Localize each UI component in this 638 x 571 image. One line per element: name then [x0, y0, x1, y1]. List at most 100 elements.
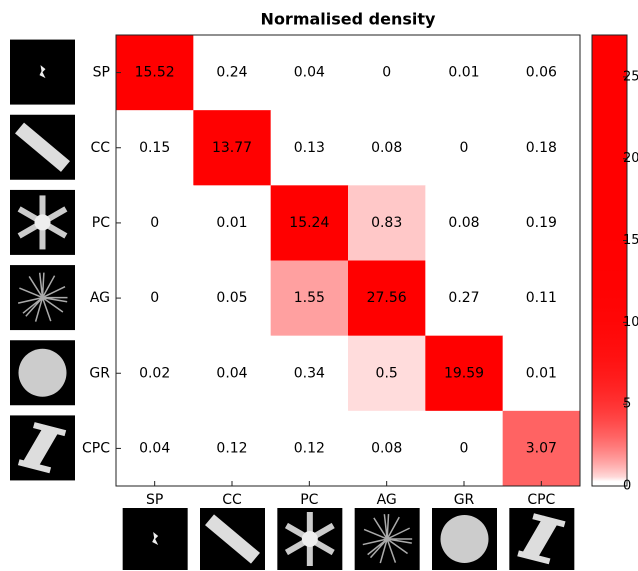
cell-label: 0.34	[294, 365, 325, 381]
x-tick-label: AG	[377, 492, 397, 508]
thumbnail	[10, 114, 75, 180]
thumbnail	[509, 508, 575, 570]
heatmap-cell	[502, 110, 581, 186]
thumb-shape	[34, 214, 51, 231]
chart-title: Normalised density	[261, 10, 436, 29]
thumbnail	[200, 508, 265, 570]
heatmap-cell	[193, 260, 272, 337]
thumb-shape	[39, 65, 46, 79]
y-tick-label: CPC	[82, 440, 110, 456]
thumb-shape	[15, 122, 70, 172]
thumbnail	[432, 508, 497, 570]
cell-label: 15.24	[289, 215, 329, 231]
heatmap-cell	[116, 335, 194, 412]
cell-label: 0.11	[526, 290, 557, 306]
x-tick-label: PC	[300, 492, 318, 508]
thumb-shape	[517, 513, 566, 565]
cell-label: 0	[460, 440, 469, 456]
cell-label: 0.01	[526, 365, 557, 381]
cell-label: 0.24	[216, 65, 247, 81]
heatmap-cell	[270, 110, 349, 186]
cell-label: 0.05	[216, 290, 247, 306]
heatmap-cell	[270, 185, 349, 261]
heatmap-cell	[502, 35, 581, 111]
heatmap-cell	[348, 185, 426, 261]
cell-label: 0.08	[371, 440, 402, 456]
cell-label: 0	[150, 215, 159, 231]
heatmap-cell	[193, 335, 272, 412]
heatmap-cell	[502, 410, 581, 487]
colorbar	[591, 34, 628, 487]
thumb-shape	[39, 222, 46, 250]
heatmap-cell	[193, 110, 272, 186]
cell-label: 0.19	[526, 215, 557, 231]
colorbar-tick-label: 20	[623, 151, 638, 166]
cell-label: 0.04	[139, 440, 170, 456]
cell-label: 0.15	[139, 140, 170, 156]
heatmap-cell	[502, 260, 581, 337]
heatmap-cell	[425, 35, 504, 111]
heatmap-cell	[348, 335, 426, 412]
thumbnail	[10, 340, 75, 406]
cell-label: 0.08	[448, 215, 479, 231]
colorbar-tick-label: 25	[623, 69, 638, 84]
thumbnail	[10, 415, 75, 481]
cell-label: 0.12	[294, 440, 325, 456]
heatmap-cell	[270, 410, 349, 487]
thumbnail	[277, 508, 343, 570]
heatmap-cell	[116, 410, 194, 487]
thumbnail	[10, 39, 75, 105]
cell-label: 19.59	[444, 365, 484, 381]
cell-label: 15.52	[135, 65, 175, 81]
heatmap-cell	[425, 335, 504, 412]
cell-label: 0.01	[448, 65, 479, 81]
y-tick-label: GR	[89, 365, 110, 381]
thumb-shape	[301, 531, 318, 547]
heatmap-cell	[116, 35, 194, 111]
thumb-shape	[205, 514, 260, 564]
thumbnail	[122, 508, 188, 570]
colorbar-tick-label: 15	[623, 233, 638, 248]
cell-label: 0.83	[371, 215, 402, 231]
cell-label: 0	[460, 140, 469, 156]
cell-label: 0.08	[371, 140, 402, 156]
heatmap-cell	[348, 260, 426, 337]
heatmap-cell	[116, 260, 194, 337]
cell-label: 0	[150, 290, 159, 306]
thumb-shape	[39, 195, 46, 223]
heatmap-cell	[116, 110, 194, 186]
cell-label: 0.06	[526, 65, 557, 81]
heatmap-cell	[193, 410, 272, 487]
cell-label: 0.04	[294, 65, 325, 81]
thumbnail	[10, 189, 75, 255]
cell-label: 0.04	[216, 365, 247, 381]
cell-label: 0.18	[526, 140, 557, 156]
heatmap-cell	[348, 410, 426, 487]
thumb-shape	[440, 515, 489, 563]
thumb-shape	[18, 348, 67, 397]
heatmap-cell	[193, 185, 272, 261]
x-tick-label: SP	[146, 492, 163, 508]
heatmap-cell	[270, 35, 349, 111]
cell-label: 0.12	[216, 440, 247, 456]
thumb-shape	[362, 513, 413, 564]
y-tick-label: PC	[92, 215, 110, 231]
heatmap-cell	[116, 185, 194, 261]
y-tick-label: AG	[90, 290, 110, 306]
thumbnail	[354, 508, 420, 570]
heatmap-cell	[425, 185, 504, 261]
x-tick-label: CPC	[527, 492, 555, 508]
cell-label: 0	[382, 65, 391, 81]
heatmap-cell	[502, 335, 581, 412]
colorbar-tick-label: 5	[623, 397, 631, 412]
heatmap-cell	[425, 410, 504, 487]
colorbar-tick-label: 0	[623, 479, 631, 494]
thumb-shape	[306, 539, 313, 566]
heatmap-cell	[425, 110, 504, 186]
x-tick-label: CC	[222, 492, 242, 508]
thumb-shape	[306, 512, 313, 539]
thumb-shape	[17, 422, 67, 474]
heatmap-cell	[348, 35, 426, 111]
x-tick-label: GR	[454, 492, 475, 508]
